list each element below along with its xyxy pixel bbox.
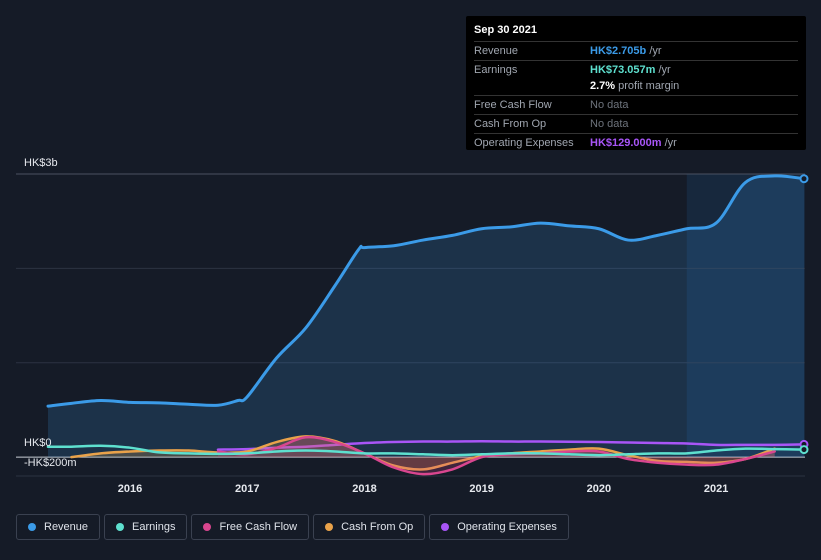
tooltip-value: No data	[590, 118, 629, 130]
y-axis-labels: HK$3b HK$0 -HK$200m	[24, 157, 77, 469]
x-tick-label: 2018	[352, 483, 376, 495]
x-axis-labels: 2016 2017 2018 2019 2020 2021	[118, 483, 729, 495]
tooltip-value: No data	[590, 99, 629, 111]
x-tick-label: 2019	[469, 483, 493, 495]
tooltip-unit: /yr	[664, 137, 677, 149]
legend-item-earnings[interactable]: Earnings	[104, 514, 188, 540]
legend-item-free-cash-flow[interactable]: Free Cash Flow	[191, 514, 310, 540]
tooltip-row-revenue: Revenue HK$2.705b /yr	[474, 42, 798, 61]
x-tick-label: 2021	[704, 483, 728, 495]
tooltip-value: HK$73.057m	[590, 64, 656, 76]
earnings-end-marker	[799, 445, 809, 455]
x-tick-label: 2016	[118, 483, 142, 495]
legend-item-operating-expenses[interactable]: Operating Expenses	[429, 514, 569, 540]
tooltip-label: Free Cash Flow	[474, 99, 552, 111]
legend-label: Free Cash Flow	[219, 521, 298, 533]
legend-item-cash-from-op[interactable]: Cash From Op	[313, 514, 426, 540]
revenue-end-marker	[799, 174, 809, 184]
earnings-line	[46, 444, 806, 457]
cash-from-op-line	[70, 435, 776, 471]
tooltip-label: Operating Expenses	[474, 137, 574, 149]
recent-period-shading	[686, 174, 805, 458]
tooltip-date: Sep 30 2021	[474, 24, 798, 42]
tooltip-value: HK$129.000m	[590, 137, 662, 149]
tooltip-row-earnings: Earnings HK$73.057m /yr 2.7% profit marg…	[474, 61, 798, 96]
x-tick-label: 2020	[587, 483, 611, 495]
tooltip-value: HK$2.705b	[590, 45, 647, 57]
legend-dot-icon	[116, 523, 125, 531]
x-tick-label: 2017	[235, 483, 259, 495]
legend-dot-icon	[28, 523, 36, 531]
tooltip-label: Revenue	[474, 45, 519, 57]
legend-label: Cash From Op	[341, 521, 414, 533]
y-tick-bottom: -HK$200m	[24, 457, 77, 469]
operating-expenses-line	[216, 440, 806, 451]
legend-item-revenue[interactable]: Revenue	[16, 514, 101, 540]
profit-margin-text: profit margin	[618, 80, 680, 92]
tooltip-label: Cash From Op	[474, 118, 547, 130]
legend-dot-icon	[325, 523, 334, 531]
legend-label: Earnings	[132, 521, 176, 533]
legend-label: Revenue	[44, 521, 89, 533]
y-tick-top: HK$3b	[24, 157, 58, 169]
revenue-area	[48, 175, 804, 458]
series-layer	[46, 174, 809, 476]
tooltip-unit: /yr	[658, 64, 671, 76]
legend-dot-icon	[441, 523, 450, 531]
tooltip-row-free-cash-flow: Free Cash Flow No data	[474, 96, 798, 115]
legend: Revenue Earnings Free Cash Flow Cash Fro…	[16, 514, 569, 542]
tooltip-panel: Sep 30 2021 Revenue HK$2.705b /yr Earnin…	[466, 16, 806, 150]
tooltip-unit: /yr	[649, 45, 662, 57]
tooltip-label: Earnings	[474, 64, 518, 76]
legend-label: Operating Expenses	[457, 521, 557, 533]
gridlines	[16, 173, 805, 477]
y-tick-zero: HK$0	[24, 437, 52, 449]
tooltip-row-operating-expenses: Operating Expenses HK$129.000m /yr	[474, 134, 798, 152]
legend-dot-icon	[203, 523, 212, 531]
profit-margin-value: 2.7%	[590, 80, 616, 92]
revenue-line	[46, 174, 806, 408]
tooltip-row-cash-from-op: Cash From Op No data	[474, 115, 798, 134]
